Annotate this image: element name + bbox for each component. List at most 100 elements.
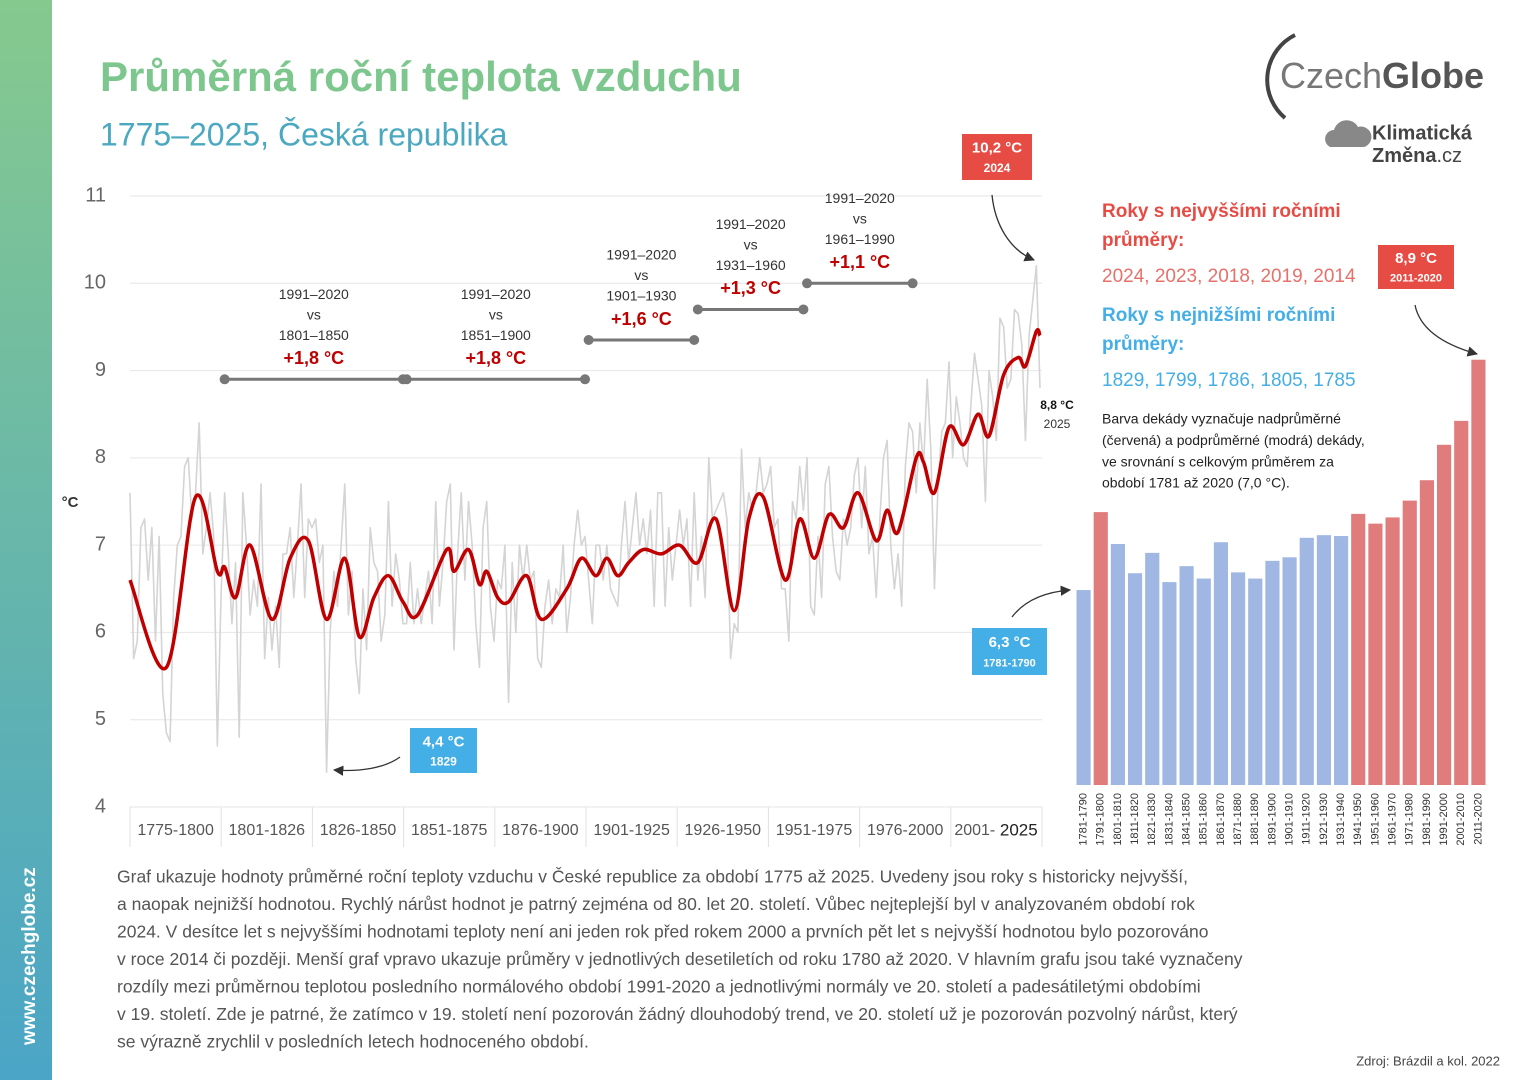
x-tick-label: 1981-1990	[1421, 793, 1433, 846]
comparison-label: 1991–2020	[825, 190, 895, 206]
x-tick-label: 2011-2020	[1472, 793, 1484, 845]
comparison-label: 1901–1930	[606, 288, 676, 304]
comparison-label: 1991–2020	[279, 286, 349, 302]
description-line: 2024. V desítce let s nejvyššími hodnota…	[117, 922, 1208, 942]
y-tick-label: 10	[84, 272, 106, 294]
comparison-end	[219, 374, 230, 385]
comparison-label: vs	[634, 267, 648, 283]
x-tick-label: 1991-2000	[1438, 793, 1450, 846]
x-period-label: 1775-1800	[137, 822, 214, 839]
bar	[1231, 572, 1246, 785]
x-period-label: 1851-1875	[411, 822, 488, 839]
bar	[1334, 536, 1349, 785]
comparison-diff: +1,8 °C	[283, 348, 344, 368]
bar	[1385, 517, 1400, 785]
callout-box	[1378, 245, 1454, 289]
x-tick-label: 1791-1800	[1095, 793, 1107, 846]
highest-title: Roky s nejvyššími ročními	[1102, 201, 1341, 222]
lowest-title: průměry:	[1102, 334, 1184, 355]
description-line: se výrazně zrychlil v posledních letech …	[117, 1032, 589, 1052]
comparison-label: vs	[853, 210, 867, 226]
x-tick-label: 1861-1870	[1215, 793, 1227, 846]
x-tick-label: 1831-1840	[1163, 793, 1175, 846]
x-tick-label: 1781-1790	[1077, 793, 1089, 846]
logo-line-part: .cz	[1436, 145, 1462, 167]
note-line: (červená) a podprůměrné (modrá) dekády,	[1102, 432, 1365, 448]
logo-line: Změna.cz	[1372, 145, 1462, 167]
comparison-label: 1851–1900	[461, 327, 531, 343]
callout-arrow	[332, 756, 401, 776]
x-tick-label: 1821-1830	[1146, 793, 1158, 846]
y-tick-label: 4	[95, 795, 106, 817]
callout-box	[410, 728, 477, 773]
comparison-end	[580, 374, 590, 385]
x-tick-label: 1871-1880	[1232, 793, 1244, 846]
description-line: v roce 2014 či později. Menší graf vprav…	[117, 949, 1243, 969]
bar	[1076, 590, 1091, 785]
x-tick-label: 1891-1900	[1266, 793, 1278, 846]
logo-part: Globe	[1382, 55, 1484, 96]
bar	[1093, 512, 1108, 785]
comparison-label: vs	[307, 307, 321, 323]
comparison-label: 1931–1960	[716, 257, 786, 273]
logo-line-part: Změna	[1372, 145, 1437, 167]
comparison-end	[692, 304, 703, 315]
x-tick-label: 1961-1970	[1386, 793, 1398, 846]
comparison-diff: +1,1 °C	[829, 252, 890, 272]
y-tick-label: 11	[85, 184, 106, 206]
callout-arrow	[991, 194, 1035, 262]
website: www.czechglobe.cz	[19, 867, 40, 1046]
source: Zdroj: Brázdil a kol. 2022	[1356, 1053, 1500, 1068]
bar	[1213, 542, 1228, 785]
y-tick-label: 7	[95, 533, 106, 555]
logo-arc	[1265, 33, 1296, 120]
comparison-end	[798, 304, 809, 315]
bar	[1282, 557, 1297, 785]
highest-title: průměry:	[1102, 230, 1184, 251]
x-period-label: 2001-	[954, 822, 995, 839]
side-strip	[0, 0, 52, 1080]
x-tick-label: 2001-2010	[1455, 793, 1467, 846]
y-tick-label: 5	[95, 708, 106, 730]
callout-year: 2025	[1044, 417, 1071, 431]
bar	[1145, 552, 1160, 785]
bar	[1248, 578, 1263, 785]
x-period-label: 1951-1975	[776, 822, 853, 839]
comparison-label: vs	[489, 307, 503, 323]
cloud-icon	[1325, 120, 1372, 147]
lowest-title: Roky s nejnižšími ročními	[1102, 305, 1335, 326]
x-tick-label: 1851-1860	[1198, 793, 1210, 846]
bar	[1110, 544, 1125, 785]
bar	[1299, 537, 1314, 785]
x-tick-label: 1971-1980	[1404, 793, 1416, 846]
comparison-diff: +1,8 °C	[465, 348, 526, 368]
highest-years: 2024, 2023, 2018, 2019, 2014	[1102, 266, 1356, 287]
x-period-label: 1876-1900	[502, 822, 579, 839]
bar	[1128, 573, 1143, 785]
comparison-diff: +1,6 °C	[611, 309, 672, 329]
callout-value: 8,9 °C	[1395, 250, 1437, 267]
bar	[1265, 560, 1280, 785]
x-tick-label: 1911-1920	[1301, 793, 1313, 845]
comparison-label: 1961–1990	[825, 231, 895, 247]
bar	[1437, 444, 1452, 785]
lowest-years: 1829, 1799, 1786, 1805, 1785	[1102, 370, 1356, 391]
comparison-label: vs	[744, 237, 758, 253]
x-tick-label: 1931-1940	[1335, 793, 1347, 846]
note-line: období 1781 až 2020 (7,0 °C).	[1102, 475, 1290, 491]
callout-value: 8,8 °C	[1040, 398, 1074, 412]
note-line: Barva dekády vyznačuje nadprůměrné	[1102, 411, 1341, 427]
callout-year: 2024	[984, 161, 1011, 175]
description-line: Graf ukazuje hodnoty průměrné roční tepl…	[117, 866, 1188, 887]
x-tick-label: 1921-1930	[1318, 793, 1330, 846]
x-tick-label: 1801-1810	[1112, 793, 1124, 846]
y-tick-label: 6	[95, 621, 106, 643]
x-period-label: 1801-1826	[229, 822, 306, 839]
comparison-diff: +1,3 °C	[720, 278, 781, 298]
bar	[1368, 523, 1383, 785]
x-tick-label: 1881-1890	[1249, 793, 1261, 846]
bar	[1196, 578, 1211, 785]
bar	[1471, 359, 1486, 785]
